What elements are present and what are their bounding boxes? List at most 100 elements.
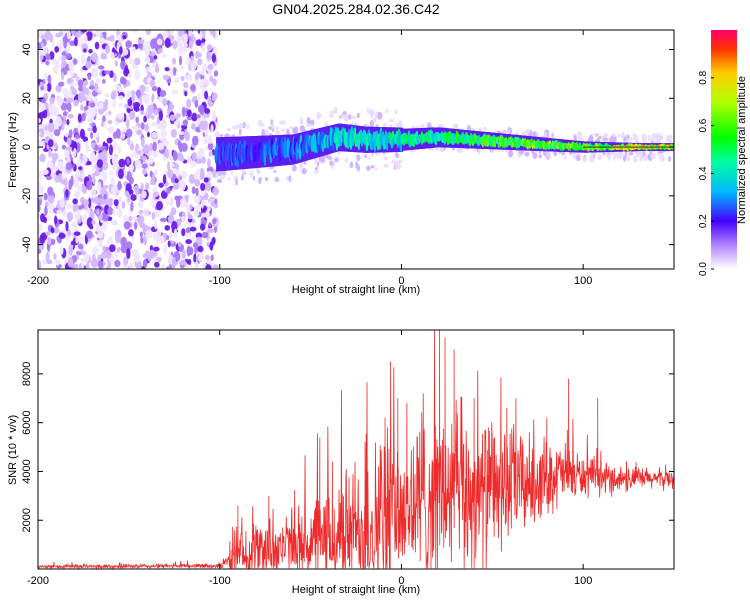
noise-blob [67,229,72,237]
spectrogram-frame [37,29,675,270]
noise-blob [211,236,216,245]
noise-blob [91,258,98,269]
noise-blob [157,142,165,151]
noise-blob [138,209,144,215]
noise-blob [108,170,114,176]
noise-blob [92,246,99,255]
halo-blob [370,153,374,158]
noise-blob [149,170,153,178]
halo-blob [274,176,280,183]
noise-blob [72,58,78,66]
halo-blob [466,124,472,132]
halo-blob [632,132,636,140]
halo-blob [235,178,238,186]
halo-blob [369,120,375,128]
noise-blob [77,243,84,250]
halo-blob [293,126,299,134]
noise-blob [63,90,70,99]
noise-blob [97,260,104,269]
halo-blob [261,129,265,137]
noise-blob [178,260,186,266]
noise-blob [78,166,83,171]
noise-blob [57,95,63,107]
noise-blob [44,125,48,131]
halo-blob [299,163,304,170]
halo-blob [366,165,371,172]
snr-panel: -200 -100 0 100 2000 4000 6000 8000 Height of … [7,329,675,596]
noise-blob [107,261,112,269]
y-tick-label: 8000 [21,362,33,386]
noise-blob [106,153,114,159]
noise-blob [201,157,206,164]
noise-blob [108,110,112,115]
noise-blob [90,131,94,140]
noise-blob [128,229,134,237]
noise-blob [139,231,144,238]
noise-blob [180,215,186,223]
halo-blob [542,150,547,156]
noise-blob [66,118,70,126]
noise-blob [54,107,60,118]
noise-blob [108,126,115,135]
noise-blob [173,77,180,84]
noise-blob [195,159,203,164]
noise-blob [116,246,121,253]
halo-blob [311,119,315,126]
noise-blob [154,66,160,73]
noise-blob [53,227,60,234]
noise-blob [79,128,85,140]
noise-blob [102,171,108,183]
halo-blob [483,126,487,131]
noise-blob [122,35,127,40]
noise-blob [209,241,214,251]
halo-blob [621,131,625,140]
noise-blob [190,59,198,71]
noise-blob [178,142,184,153]
noise-blob [203,78,210,87]
noise-blob [170,163,176,168]
noise-blob [197,104,205,114]
noise-blob [116,30,120,36]
halo-blob [299,125,305,133]
noise-blob [97,231,102,238]
noise-blob [205,254,210,261]
noise-blob [47,186,54,196]
noise-blob [143,94,150,103]
noise-blob [86,230,93,239]
noise-blob [173,228,178,239]
halo-blob [538,154,542,159]
noise-blob [151,211,156,221]
noise-blob [125,40,132,48]
halo-blob [374,166,378,171]
noise-blob [120,236,127,247]
noise-blob [45,231,51,236]
noise-blob [92,125,97,134]
noise-blob [77,171,81,178]
halo-blob [626,134,630,139]
noise-blob [66,203,73,210]
noise-blob [188,173,196,185]
noise-blob [144,55,151,64]
noise-blob [66,30,71,40]
noise-blob [114,259,121,268]
noise-blob [81,54,86,64]
halo-blob [456,147,462,153]
noise-blob [152,149,159,158]
noise-blob [74,190,81,199]
noise-blob [140,86,144,97]
noise-blob [66,102,72,113]
noise-blob [104,70,111,75]
halo-blob [563,155,567,160]
noise-blob [151,121,159,127]
colorbar-gradient [711,30,737,269]
x-tick-label: 100 [574,275,592,287]
noise-blob [84,140,89,149]
halo-blob [626,155,631,162]
noise-blob [53,129,61,137]
noise-blob [103,193,108,200]
halo-blob [551,132,554,138]
noise-blob [134,69,141,80]
noise-blob [89,102,96,108]
noise-blob [97,239,103,247]
noise-blob [104,92,110,98]
